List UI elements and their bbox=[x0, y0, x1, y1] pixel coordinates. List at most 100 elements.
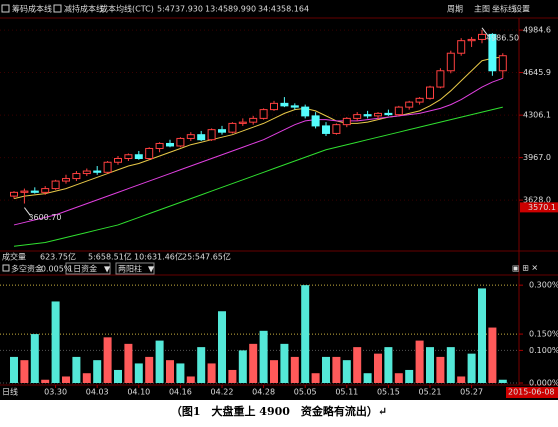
bar bbox=[145, 356, 154, 383]
candle-body bbox=[446, 52, 455, 72]
candle-body bbox=[10, 191, 18, 197]
bar bbox=[218, 311, 226, 383]
candle-body bbox=[311, 115, 320, 127]
volume-value: 25:547.65亿 bbox=[182, 252, 231, 262]
select-box[interactable] bbox=[65, 262, 111, 275]
bar bbox=[488, 327, 497, 383]
candle-body bbox=[280, 102, 289, 107]
x-tick-label: 04.22 bbox=[211, 388, 234, 397]
toolbar-button[interactable]: 设置 bbox=[514, 4, 530, 14]
icon[interactable] bbox=[2, 264, 10, 272]
candle-body bbox=[186, 134, 195, 139]
candle-body bbox=[394, 106, 403, 116]
bar bbox=[20, 360, 29, 383]
candle-body bbox=[82, 170, 91, 175]
x-tick-label: 05.27 bbox=[460, 388, 483, 397]
toolbar-button[interactable]: 主图 bbox=[474, 4, 490, 14]
panel-icons[interactable]: ▣ ⊞ ✕ bbox=[512, 264, 538, 273]
y-tick-label: 3967.0 bbox=[523, 153, 551, 162]
dropdown-arrow[interactable]: ▼ bbox=[148, 265, 155, 274]
bar bbox=[384, 347, 393, 383]
ma-line bbox=[13, 106, 503, 247]
bar bbox=[186, 376, 195, 383]
toolbar-button[interactable]: 坐标线 bbox=[492, 4, 516, 14]
bar bbox=[259, 330, 268, 383]
legend-entry: 5:4737.930 bbox=[157, 5, 203, 14]
candle-body bbox=[353, 114, 362, 119]
bar bbox=[478, 288, 486, 383]
candle-body bbox=[436, 70, 445, 88]
bar bbox=[374, 353, 382, 383]
bar bbox=[62, 376, 70, 383]
bar bbox=[467, 353, 476, 383]
toolbar-button[interactable]: 周期 bbox=[447, 5, 463, 14]
indicator-name: 多空资金 bbox=[11, 264, 43, 274]
bar bbox=[332, 356, 341, 383]
annotation: 4986.50 bbox=[486, 33, 519, 42]
x-tick-label: 05.11 bbox=[335, 388, 358, 397]
candle-body bbox=[259, 109, 268, 119]
volume-value: 623.75亿 bbox=[40, 252, 76, 262]
candle-body bbox=[322, 125, 330, 134]
candle-body bbox=[374, 112, 382, 117]
y-tick-label: 4645.9 bbox=[523, 68, 551, 77]
candle-body bbox=[238, 121, 247, 124]
bar bbox=[457, 376, 466, 383]
bar bbox=[124, 343, 133, 383]
candle-body bbox=[134, 154, 143, 160]
candle-body bbox=[498, 55, 507, 72]
bar bbox=[290, 356, 299, 383]
volume-value: 10:631.46亿 bbox=[134, 252, 183, 262]
toolbar-item[interactable]: 筹码成本线 bbox=[12, 4, 52, 14]
x-tick-label: 04.03 bbox=[86, 388, 109, 397]
bar bbox=[280, 343, 289, 383]
select-box[interactable] bbox=[115, 262, 155, 275]
toolbar-item[interactable]: 减持成本线 bbox=[64, 4, 104, 14]
annotation-line bbox=[23, 207, 31, 216]
cursor-box bbox=[506, 387, 558, 398]
candle-body bbox=[124, 154, 133, 160]
y-tick-label: 3628.0 bbox=[523, 196, 551, 205]
bar bbox=[436, 356, 445, 383]
toolbar-item[interactable]: 成本均线(CTC) bbox=[100, 4, 154, 14]
candle-body bbox=[249, 117, 258, 123]
y-tick-label: 0.150% bbox=[529, 330, 558, 339]
bar bbox=[30, 334, 39, 383]
candle-body bbox=[467, 38, 476, 42]
bar bbox=[10, 356, 18, 383]
bar bbox=[51, 301, 60, 383]
candle-body bbox=[363, 114, 372, 117]
candle-body bbox=[415, 97, 424, 103]
icon[interactable] bbox=[1, 4, 10, 13]
bar bbox=[363, 373, 372, 383]
annotation-line bbox=[481, 27, 489, 37]
candle-body bbox=[114, 158, 122, 163]
candle-body bbox=[218, 129, 226, 133]
bar bbox=[72, 356, 81, 383]
bar bbox=[322, 356, 330, 383]
x-tick-label: 04.16 bbox=[169, 388, 192, 397]
bar bbox=[446, 347, 455, 383]
x-tick-label: 05.05 bbox=[294, 388, 317, 397]
candle-body bbox=[207, 129, 216, 141]
candle-body bbox=[301, 106, 310, 117]
candle-body bbox=[155, 142, 164, 149]
dropdown-arrow[interactable]: ▼ bbox=[104, 265, 111, 274]
ma-line bbox=[13, 56, 503, 200]
bar bbox=[197, 347, 206, 383]
candle-body bbox=[93, 170, 102, 173]
candle-body bbox=[166, 142, 174, 147]
candle-body bbox=[41, 188, 50, 193]
volume-value: 5:658.51亿 bbox=[88, 252, 132, 262]
bar bbox=[311, 373, 320, 383]
bar bbox=[93, 360, 102, 383]
bar bbox=[134, 363, 143, 383]
select-text: 两阳柱 bbox=[118, 264, 142, 274]
caption: （图1 大盘重上 4900 资金略有流出）↵ bbox=[171, 404, 387, 418]
candle-body bbox=[457, 40, 466, 54]
bar bbox=[114, 369, 122, 383]
y-tick-label: 0.000% bbox=[529, 379, 558, 388]
bar bbox=[238, 350, 247, 383]
icon[interactable] bbox=[53, 4, 62, 13]
y-tick-label: 0.100% bbox=[529, 346, 558, 355]
